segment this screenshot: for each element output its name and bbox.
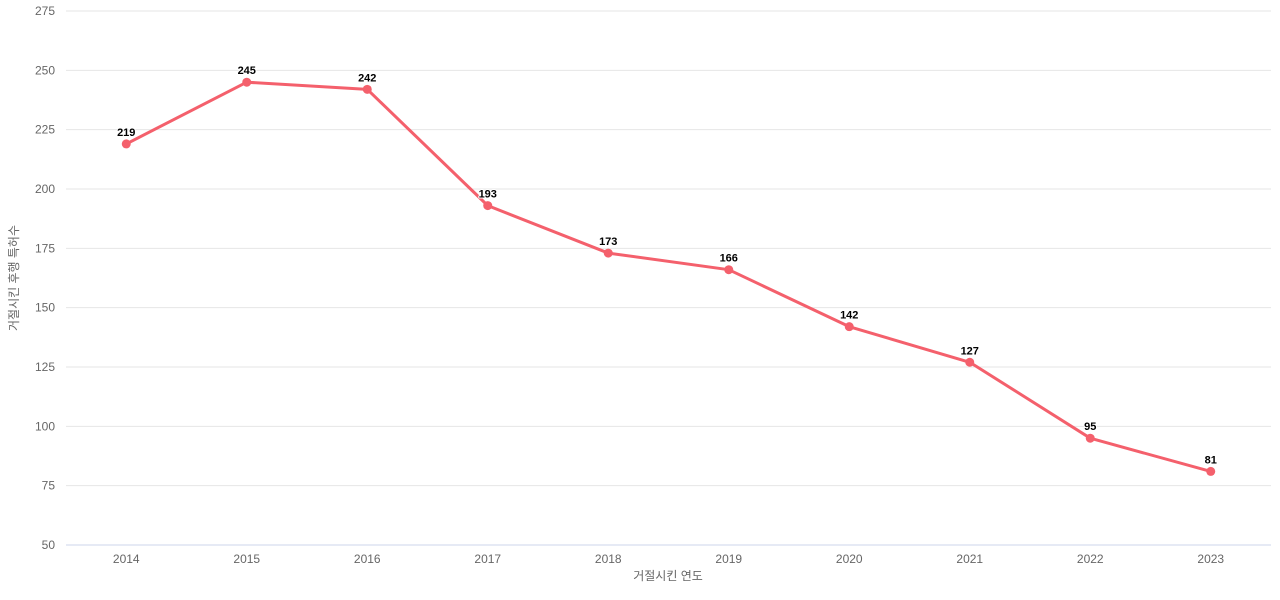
data-label: 193 xyxy=(479,189,497,201)
data-point xyxy=(242,77,252,87)
data-label: 142 xyxy=(840,310,858,322)
data-label-layer: 219 245 242 193 173 166 142 127 95 81 xyxy=(116,64,1218,467)
x-tick-label: 2020 xyxy=(836,552,863,566)
data-point xyxy=(724,265,734,275)
y-tick-label: 75 xyxy=(42,479,56,493)
x-tick-label: 2023 xyxy=(1197,552,1224,566)
x-tick-label: 2014 xyxy=(113,552,140,566)
y-axis-title: 거절시킨 후행 특허수 xyxy=(6,225,21,331)
x-tick-label: 2019 xyxy=(715,552,742,566)
y-tick-label: 100 xyxy=(35,419,55,433)
data-label: 173 xyxy=(599,236,617,248)
x-tick-label: 2016 xyxy=(354,552,381,566)
data-point xyxy=(603,248,613,258)
x-tick-label: 2021 xyxy=(956,552,983,566)
data-point xyxy=(844,322,854,332)
y-tick-label: 225 xyxy=(35,123,55,137)
data-label: 242 xyxy=(358,72,376,84)
x-tick-label: 2018 xyxy=(595,552,622,566)
y-tick-label: 175 xyxy=(35,241,55,255)
data-point xyxy=(1206,466,1216,476)
data-point xyxy=(1085,433,1095,443)
y-tick-label: 200 xyxy=(35,182,55,196)
data-point xyxy=(483,201,493,211)
series-layer xyxy=(121,77,1216,476)
y-tick-label: 275 xyxy=(35,4,55,18)
x-tick-label: 2017 xyxy=(474,552,501,566)
y-tick-label: 250 xyxy=(35,63,55,77)
data-point xyxy=(965,357,975,367)
axis-layer: 50 75 100 125 150 175 200 225 250 275 2014 2015 2016… xyxy=(35,4,1271,566)
x-axis-title: 거절시킨 연도 xyxy=(633,569,703,583)
grid-layer xyxy=(66,10,1271,546)
data-label: 219 xyxy=(117,127,135,139)
y-tick-label: 150 xyxy=(35,301,55,315)
data-point xyxy=(121,139,131,149)
data-label: 166 xyxy=(720,253,738,265)
data-point xyxy=(362,84,372,94)
x-tick-label: 2015 xyxy=(233,552,260,566)
data-label: 81 xyxy=(1205,454,1217,466)
y-tick-label: 50 xyxy=(42,538,56,552)
data-label: 245 xyxy=(238,65,256,77)
y-tick-label: 125 xyxy=(35,360,55,374)
x-tick-label: 2022 xyxy=(1077,552,1104,566)
series-line xyxy=(124,80,1213,473)
data-label: 95 xyxy=(1084,421,1096,433)
data-label: 127 xyxy=(961,345,979,357)
